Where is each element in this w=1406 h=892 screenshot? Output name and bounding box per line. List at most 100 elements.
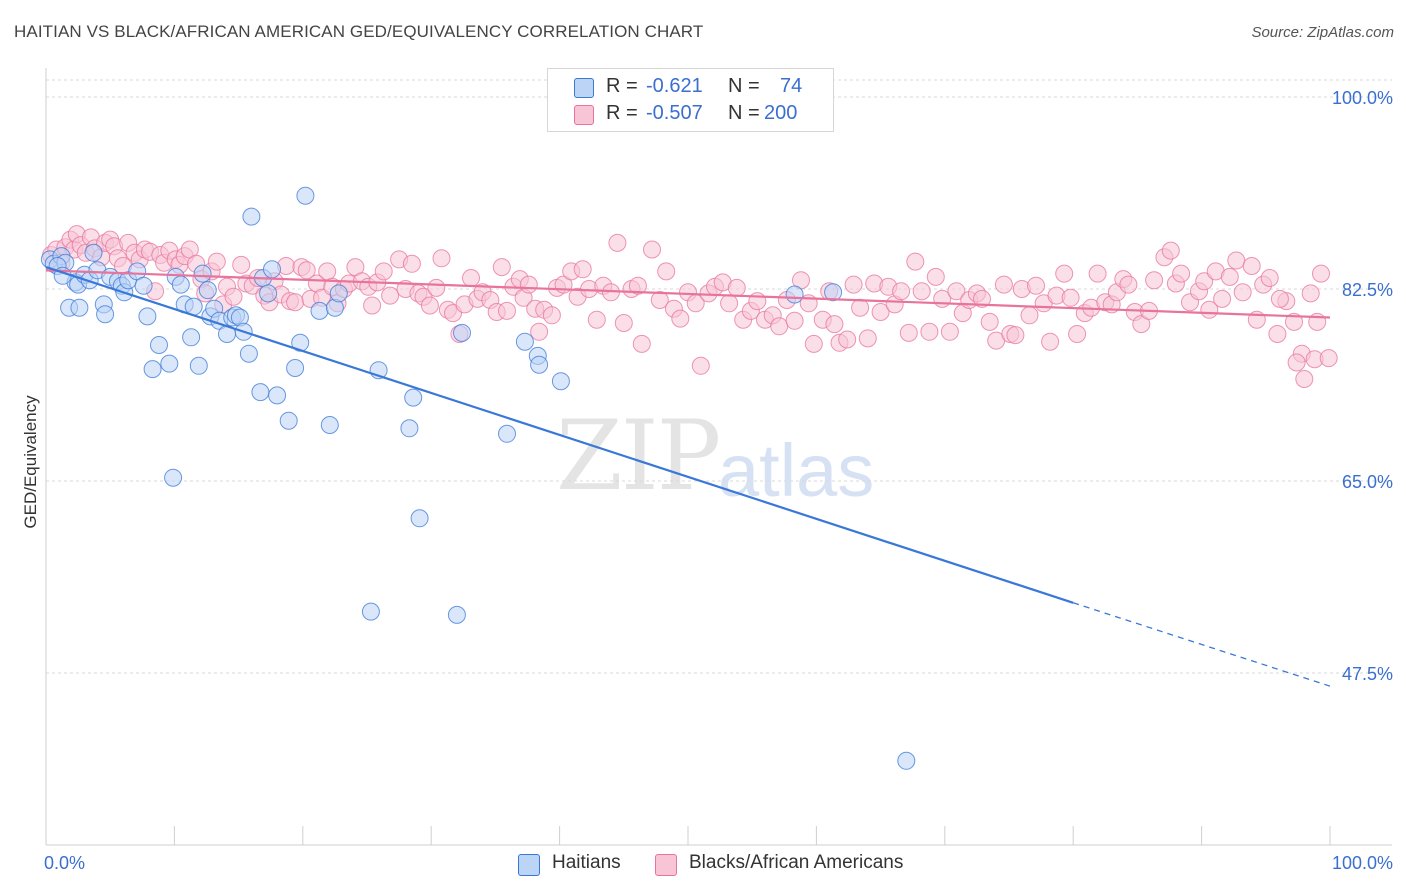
black-point [297, 261, 316, 280]
black-point [940, 322, 959, 341]
black-point [318, 262, 337, 281]
black-point [1312, 264, 1330, 283]
haitian-point [160, 354, 179, 373]
haitian-point [251, 383, 270, 402]
haitian-point [96, 305, 115, 324]
black-point [587, 310, 606, 329]
haitian-point [400, 419, 419, 438]
tick-labels: 100.0% 82.5% 65.0% 47.5% 0.0% 100.0% GED/Equiv… [21, 88, 1393, 873]
haitian-point [259, 284, 278, 303]
haitian-point [182, 328, 201, 347]
y-tick-label: 82.5% [1342, 280, 1393, 300]
black-point [1027, 276, 1045, 295]
black-point [542, 306, 561, 325]
haitian-point [171, 275, 190, 294]
black-point [657, 262, 676, 281]
haitian-point [785, 285, 804, 304]
black-point [906, 252, 925, 271]
haitian-point [361, 602, 380, 621]
watermark-atlas: atlas [718, 429, 875, 512]
legend: R = -0.621 N = 74 R = -0.507 N = 200 [547, 68, 834, 132]
black-point [825, 315, 844, 334]
black-point [1172, 264, 1191, 283]
legend-n-value: 200 [764, 102, 798, 124]
black-point [1132, 315, 1151, 334]
black-point [1041, 332, 1060, 351]
legend-swatch-blacks [574, 105, 594, 125]
black-point [1195, 272, 1214, 291]
black-point [650, 291, 669, 309]
black-point [892, 282, 911, 301]
black-point [804, 334, 823, 353]
haitian-point [296, 186, 315, 205]
haitian-point [198, 281, 217, 300]
black-point [381, 286, 400, 305]
black-point [727, 278, 746, 297]
black-point [1233, 283, 1252, 302]
haitian-point [164, 468, 183, 487]
legend-n-label: N = [728, 102, 760, 124]
y-tick-label: 65.0% [1342, 472, 1393, 492]
haitian-point [310, 301, 329, 320]
black-point [608, 233, 627, 252]
haitian-point [242, 207, 261, 226]
black-point [1020, 306, 1039, 325]
black-point [838, 330, 857, 349]
haitian-point [291, 333, 310, 352]
axes [45, 68, 1392, 846]
black-point [1088, 264, 1107, 283]
legend-row-haitians: R = -0.621 N = 74 [548, 73, 833, 101]
black-point [286, 293, 305, 312]
y-tick-label: 47.5% [1342, 664, 1393, 684]
legend-swatch-haitians [574, 78, 594, 98]
black-point [770, 317, 789, 336]
black-point [1061, 288, 1080, 307]
black-point [628, 276, 647, 295]
trend-line-haitians-projection [1072, 602, 1331, 687]
x-tick-label: 0.0% [44, 853, 85, 873]
haitian-point [404, 388, 423, 407]
black-point [498, 301, 516, 320]
black-point [1301, 284, 1320, 303]
legend-n-value: 74 [780, 75, 803, 97]
trend-line-haitians [45, 266, 1074, 604]
black-point [207, 252, 226, 271]
black-point [432, 249, 451, 268]
black-point [1213, 289, 1232, 308]
black-point [492, 258, 511, 277]
legend-n-label: N = [728, 75, 760, 97]
black-point [1055, 264, 1074, 283]
haitian-point [268, 386, 287, 405]
black-point [1319, 349, 1338, 368]
black-point [224, 287, 243, 306]
haitian-point [551, 372, 570, 391]
haitian-point [134, 276, 153, 295]
black-point [785, 311, 804, 330]
black-point [899, 323, 918, 342]
haitian-point [263, 260, 281, 279]
black-point [1287, 353, 1306, 372]
black-point [1068, 325, 1087, 343]
black-point [994, 275, 1013, 294]
black-point [232, 255, 251, 274]
haitian-point [824, 283, 843, 302]
black-point [530, 322, 549, 341]
black-point [1119, 275, 1138, 294]
black-point [926, 267, 945, 286]
bottom-legend-label-haitians: Haitians [552, 852, 621, 873]
black-point [363, 296, 382, 315]
legend-r-value: -0.621 [646, 75, 703, 97]
haitian-point [410, 509, 429, 528]
black-point [1285, 312, 1303, 331]
haitian-point [498, 424, 516, 443]
haitian-point [530, 355, 549, 374]
y-axis-label: GED/Equivalency [21, 395, 40, 529]
haitian-point [150, 336, 168, 354]
black-point [691, 356, 710, 375]
black-point [573, 260, 592, 279]
black-point [720, 294, 739, 313]
haitian-point [279, 411, 298, 430]
black-point [643, 240, 661, 259]
black-point [614, 314, 633, 332]
